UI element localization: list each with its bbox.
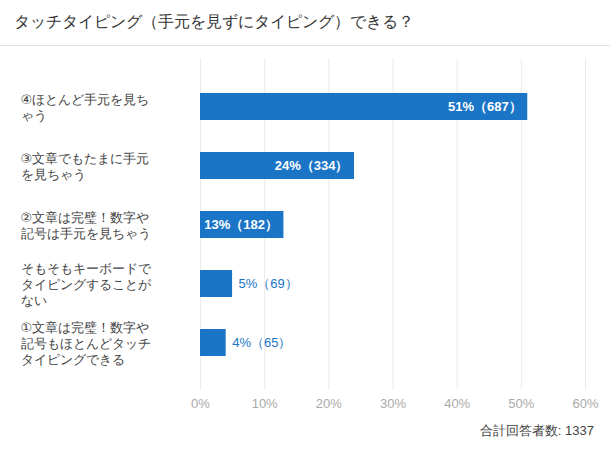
svg-text:5%（69）: 5%（69） <box>239 276 298 291</box>
svg-text:0%: 0% <box>191 396 210 411</box>
svg-text:24%（334）: 24%（334） <box>275 158 349 173</box>
svg-text:①文章は完璧！数字や記号もほとんどタッチタイピングできる: ①文章は完璧！数字や記号もほとんどタッチタイピングできる <box>21 320 151 366</box>
svg-text:60%: 60% <box>572 396 598 411</box>
svg-text:④ほとんど手元を見ちゃう: ④ほとんど手元を見ちゃう <box>21 92 150 123</box>
svg-text:②文章は完璧！数字や記号は手元を見ちゃう: ②文章は完璧！数字や記号は手元を見ちゃう <box>21 210 151 241</box>
svg-text:20%: 20% <box>316 396 342 411</box>
svg-text:13%（182）: 13%（182） <box>204 217 278 232</box>
html-text:合計回答者数: 1337: 合計回答者数: 1337 <box>479 423 594 438</box>
svg-text:そもそもキーボードでタイピングすることがない: そもそもキーボードでタイピングすることがない <box>21 261 152 307</box>
svg-text:4%（65）: 4%（65） <box>232 335 291 350</box>
svg-text:③文章でもたまに手元を見ちゃう: ③文章でもたまに手元を見ちゃう <box>21 151 150 182</box>
svg-text:30%: 30% <box>380 396 406 411</box>
html-text:タッチタイピング（手元を見ずにタイピング）できる？: タッチタイピング（手元を見ずにタイピング）できる？ <box>14 13 414 30</box>
svg-text:51%（687）: 51%（687） <box>448 99 522 114</box>
svg-text:50%: 50% <box>508 396 534 411</box>
svg-text:10%: 10% <box>252 396 278 411</box>
svg-text:40%: 40% <box>444 396 470 411</box>
